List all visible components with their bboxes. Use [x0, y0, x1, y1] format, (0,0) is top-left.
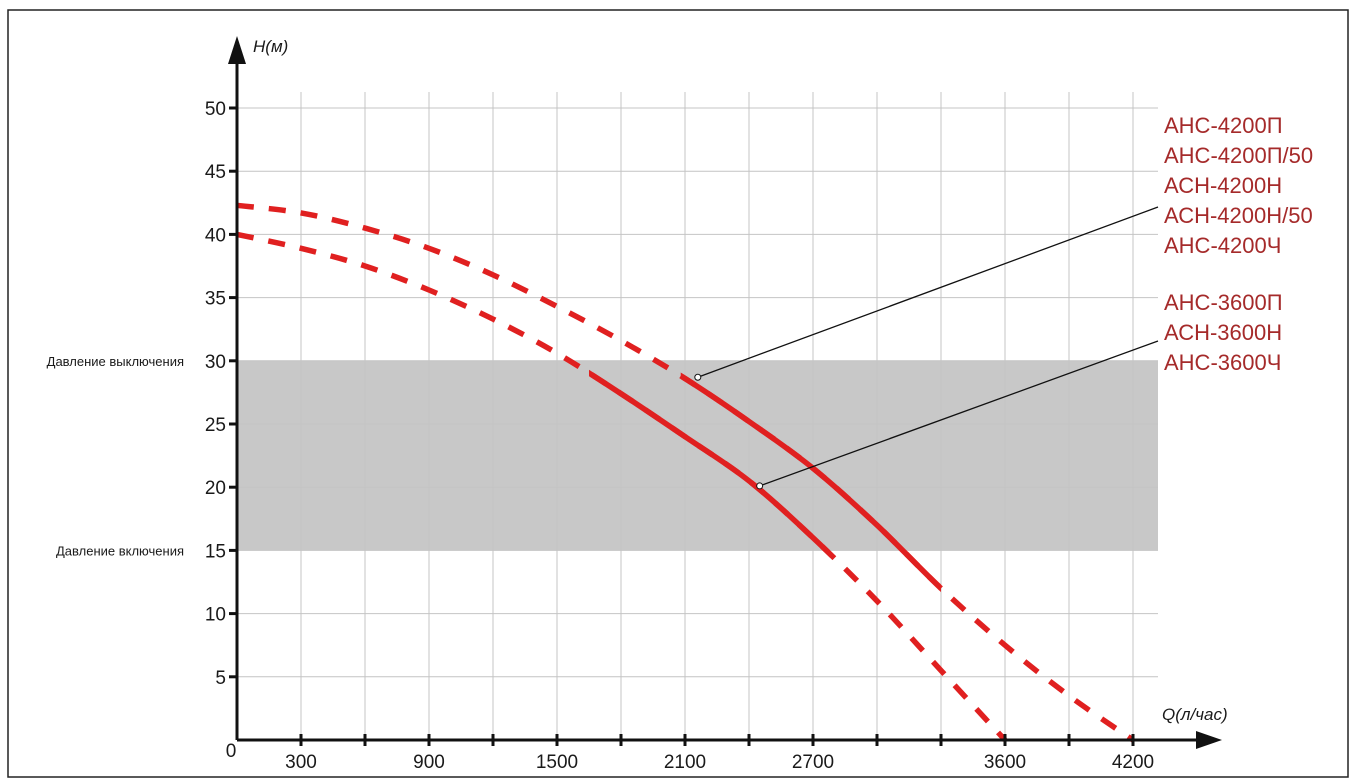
series-1-model-label: АНС-4200П/50 — [1164, 143, 1313, 168]
series-1-leader-line — [697, 206, 1159, 378]
series-2-leader-line — [759, 340, 1159, 487]
y-tick-label: 25 — [205, 415, 226, 436]
series-1-model-label: АНС-4200П — [1164, 113, 1283, 138]
series-2-model-label: АНС-3600Ч — [1164, 350, 1281, 375]
y-tick-label: 20 — [205, 478, 226, 499]
x-tick-label: 2100 — [664, 752, 706, 773]
x-tick-label: 900 — [413, 752, 445, 773]
x-axis-title: Q(л/час) — [1162, 705, 1228, 724]
y-tick-label: 35 — [205, 289, 226, 310]
series-1-model-label: АСН-4200Н/50 — [1164, 203, 1313, 228]
y-tick-label: 50 — [205, 99, 226, 120]
y-axis-title: H(м) — [253, 37, 288, 56]
x-tick-label: 2700 — [792, 752, 834, 773]
x-tick-label: 4200 — [1112, 752, 1154, 773]
chart-border — [7, 9, 1349, 778]
series-2-model-label: АНС-3600П — [1164, 290, 1283, 315]
y-tick-label: 30 — [205, 352, 226, 373]
series-1-model-label: АСН-4200Н — [1164, 173, 1282, 198]
y-tick-label: 10 — [205, 605, 226, 626]
origin-label: 0 — [226, 741, 237, 762]
shutoff-pressure-label: Давление выключения — [47, 354, 184, 369]
series-2-model-label: АСН-3600Н — [1164, 320, 1282, 345]
x-tick-label: 1500 — [536, 752, 578, 773]
x-tick-label: 3600 — [984, 752, 1026, 773]
series-1-model-label: АНС-4200Ч — [1164, 233, 1281, 258]
series-2-solid-curve — [589, 369, 831, 558]
series-2-marker — [756, 482, 764, 490]
x-tick-label: 300 — [285, 752, 317, 773]
y-tick-label: 5 — [215, 668, 226, 689]
cutin-pressure-label: Давление включения — [56, 543, 184, 558]
series-1-solid-curve — [680, 372, 941, 593]
y-axis-arrow — [228, 36, 246, 64]
y-tick-label: 45 — [205, 162, 226, 183]
y-tick-label: 15 — [205, 541, 226, 562]
y-tick-label: 40 — [205, 225, 226, 246]
x-axis-arrow — [1196, 731, 1222, 749]
series-1-marker — [694, 373, 702, 381]
